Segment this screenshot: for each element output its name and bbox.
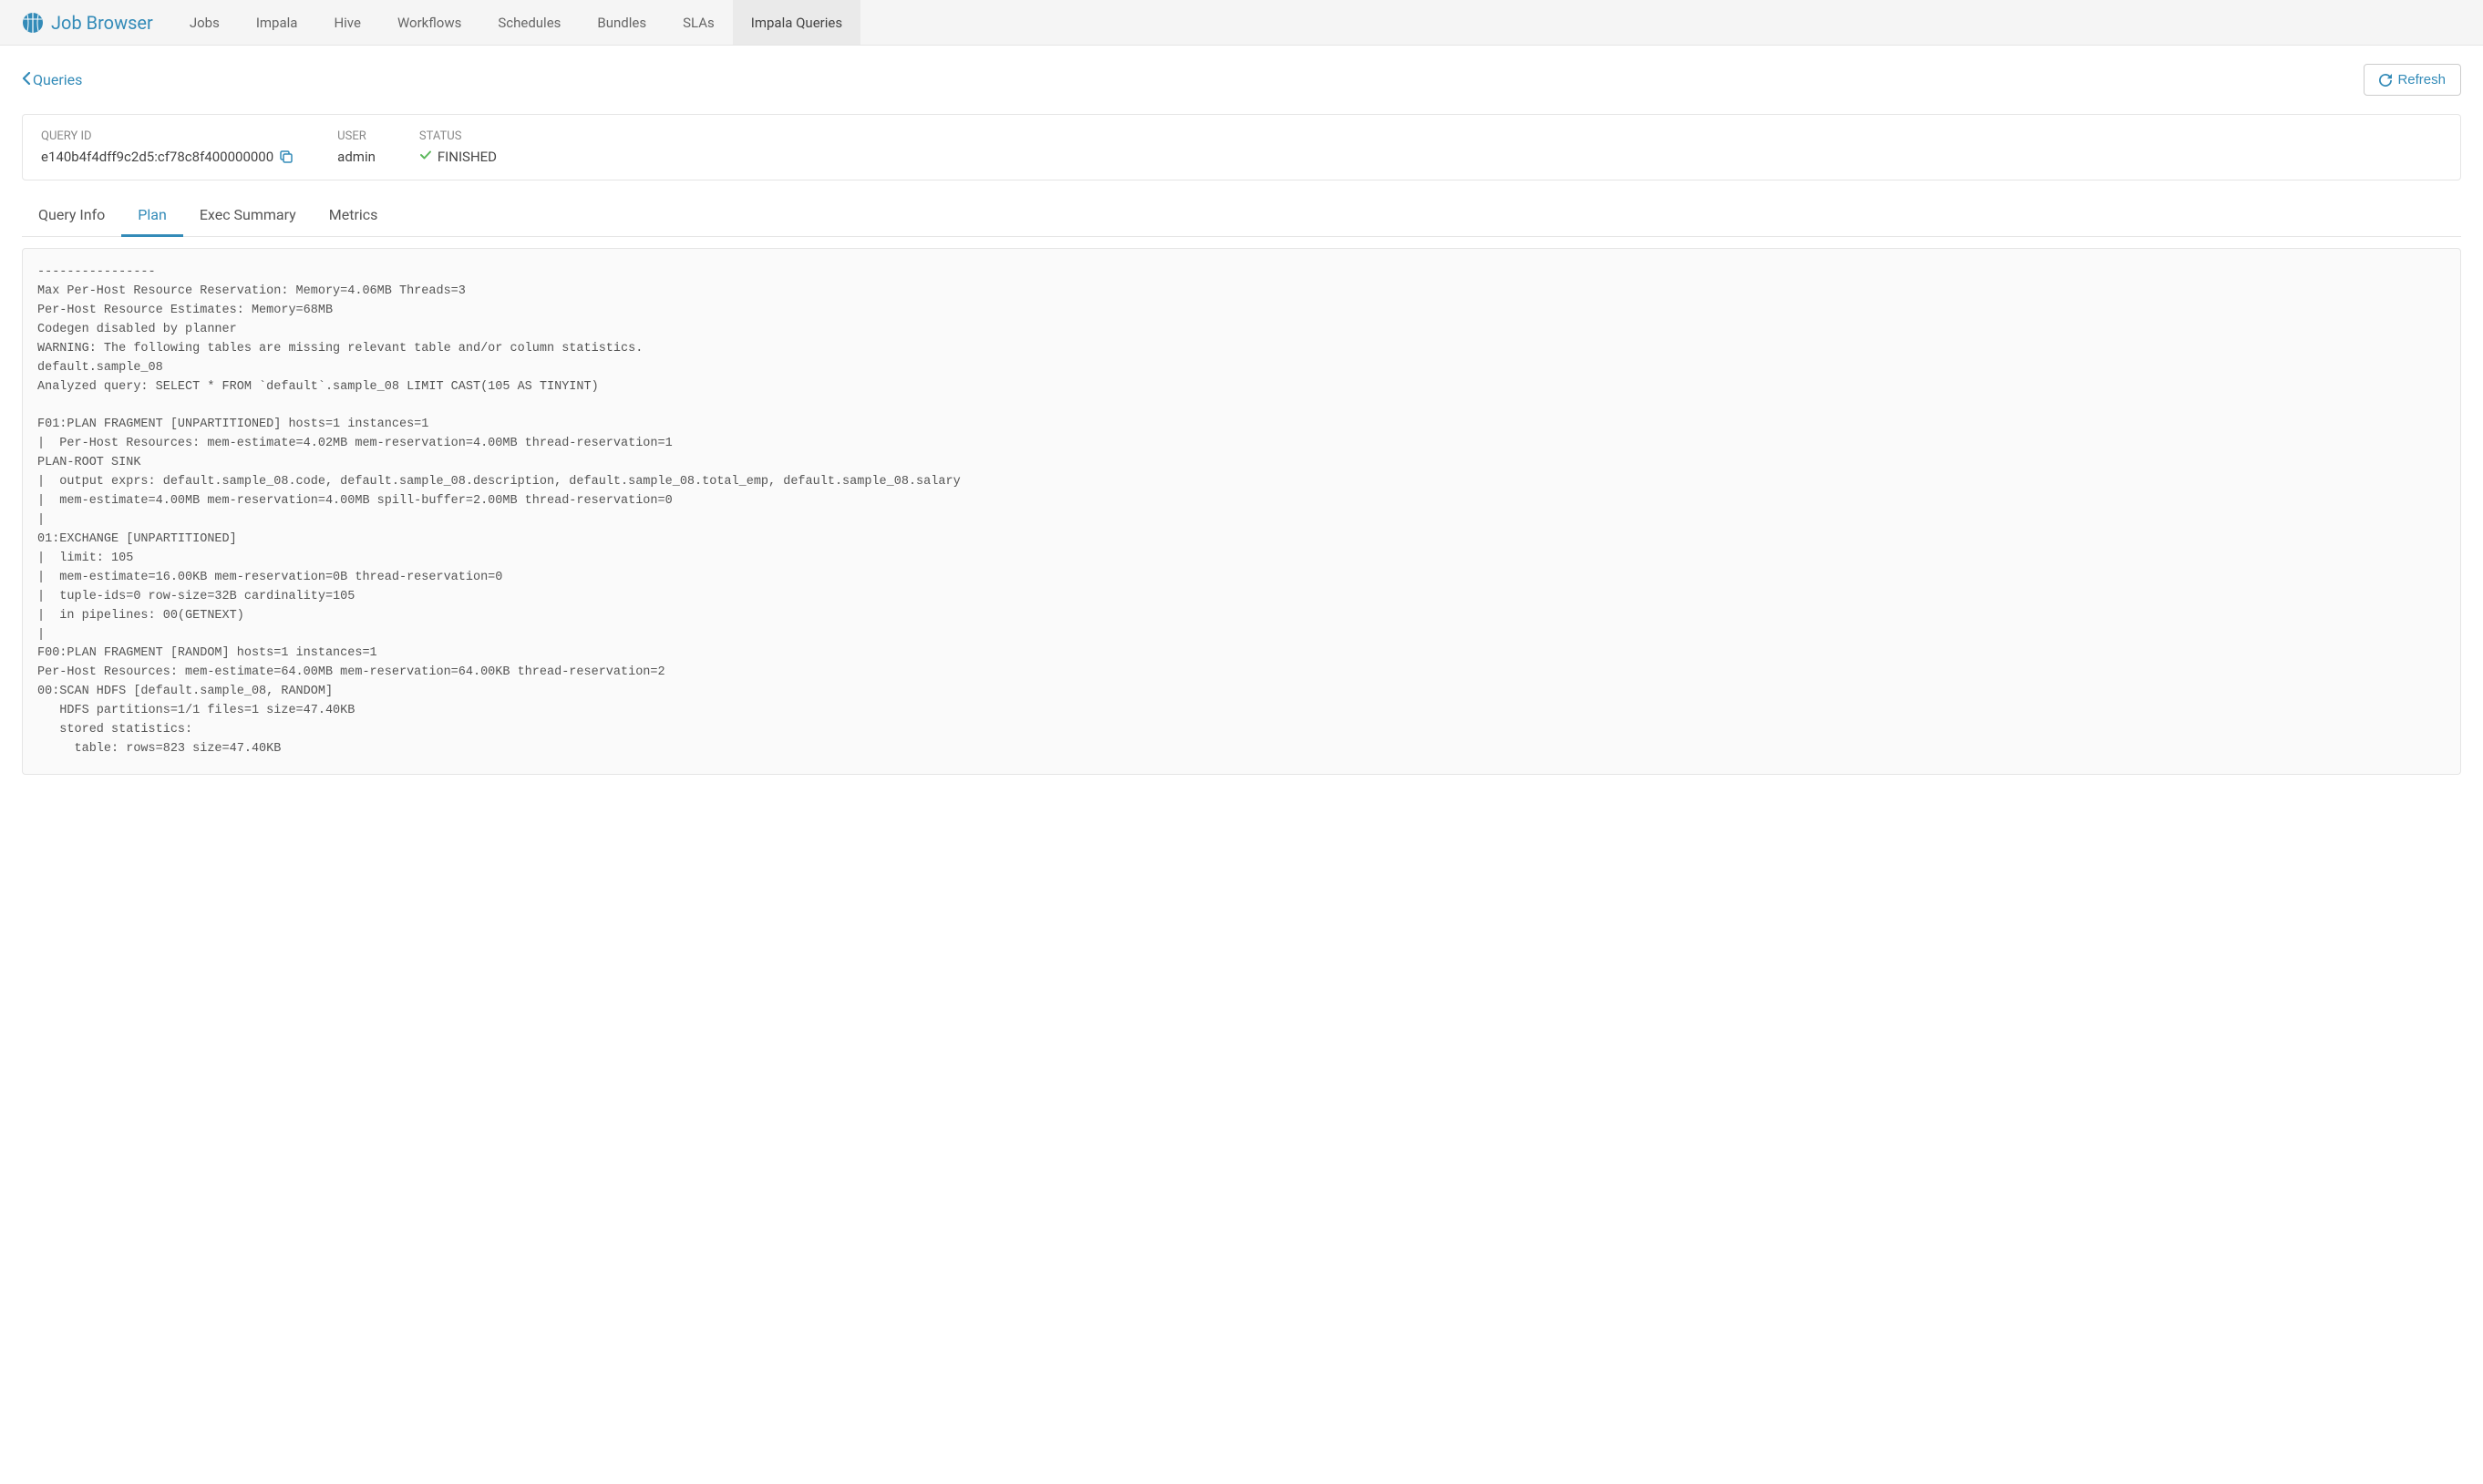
query-id-value-row: e140b4f4dff9c2d5:cf78c8f400000000 — [41, 149, 294, 165]
detail-tabs: Query InfoPlanExec SummaryMetrics — [22, 195, 2461, 237]
tab-exec-summary[interactable]: Exec Summary — [183, 195, 313, 237]
user-value: admin — [337, 149, 376, 165]
back-link-label: Queries — [33, 71, 82, 88]
query-id-label: QUERY ID — [41, 129, 294, 143]
chevron-left-icon — [22, 72, 31, 88]
refresh-label: Refresh — [2397, 72, 2446, 88]
nav-tab-slas[interactable]: SLAs — [665, 0, 733, 45]
app-logo[interactable]: Job Browser — [22, 12, 153, 34]
query-id-value: e140b4f4dff9c2d5:cf78c8f400000000 — [41, 149, 273, 165]
status-value: FINISHED — [438, 149, 497, 165]
query-info-card: QUERY ID e140b4f4dff9c2d5:cf78c8f4000000… — [22, 114, 2461, 180]
status-field: STATUS FINISHED — [419, 129, 497, 165]
refresh-icon — [2379, 74, 2392, 87]
nav-tabs: JobsImpalaHiveWorkflowsSchedulesBundlesS… — [171, 0, 860, 45]
nav-tab-workflows[interactable]: Workflows — [379, 0, 479, 45]
top-nav: Job Browser JobsImpalaHiveWorkflowsSched… — [0, 0, 2483, 46]
check-icon — [419, 149, 432, 165]
nav-tab-impala-queries[interactable]: Impala Queries — [733, 0, 860, 45]
tab-query-info[interactable]: Query Info — [22, 195, 121, 237]
tab-plan[interactable]: Plan — [121, 195, 183, 237]
main-content: Queries Refresh QUERY ID e140b4f4dff9c2d… — [0, 46, 2483, 793]
back-to-queries-link[interactable]: Queries — [22, 71, 82, 88]
user-label: USER — [337, 129, 376, 143]
refresh-button[interactable]: Refresh — [2364, 64, 2461, 96]
nav-tab-impala[interactable]: Impala — [238, 0, 316, 45]
nav-tab-schedules[interactable]: Schedules — [479, 0, 579, 45]
nav-tab-bundles[interactable]: Bundles — [579, 0, 665, 45]
toolbar-row: Queries Refresh — [22, 64, 2461, 96]
query-id-field: QUERY ID e140b4f4dff9c2d5:cf78c8f4000000… — [41, 129, 294, 165]
plan-text: ---------------- Max Per-Host Resource R… — [37, 263, 2446, 759]
tab-metrics[interactable]: Metrics — [313, 195, 395, 237]
copy-icon[interactable] — [279, 149, 294, 164]
nav-tab-hive[interactable]: Hive — [315, 0, 378, 45]
user-field: USER admin — [337, 129, 376, 165]
status-label: STATUS — [419, 129, 497, 143]
nav-tab-jobs[interactable]: Jobs — [171, 0, 238, 45]
app-title: Job Browser — [51, 12, 153, 34]
plan-panel: ---------------- Max Per-Host Resource R… — [22, 248, 2461, 775]
status-value-row: FINISHED — [419, 149, 497, 165]
job-browser-icon — [22, 12, 44, 34]
